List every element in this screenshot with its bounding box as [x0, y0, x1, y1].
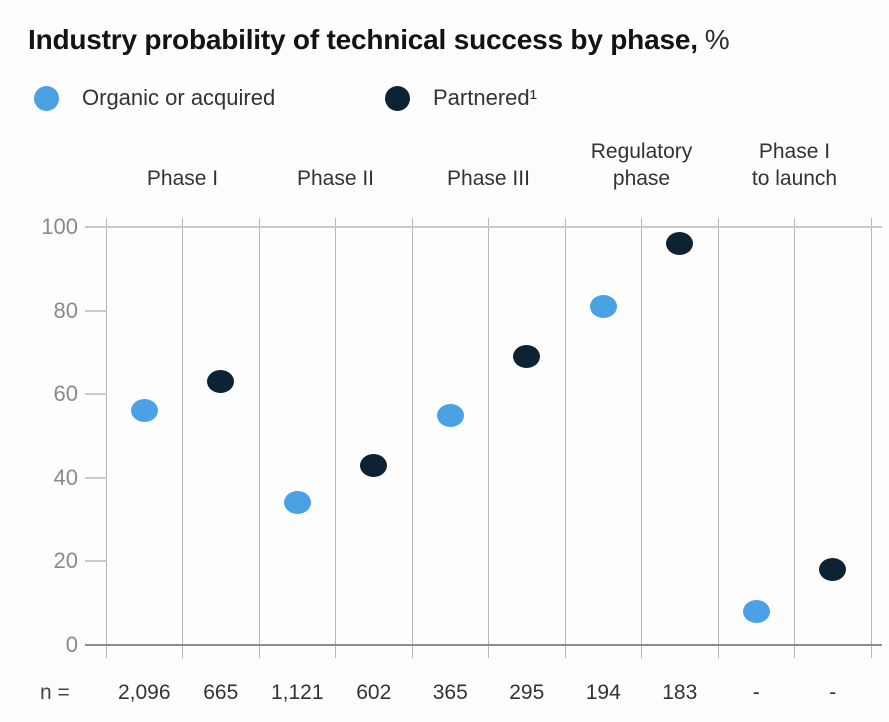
- grid-line-vertical: [488, 218, 489, 658]
- chart-title: Industry probability of technical succes…: [28, 24, 730, 56]
- data-point-organic-1: [130, 399, 158, 423]
- n-value: -: [752, 681, 760, 704]
- grid-line-vertical: [870, 218, 872, 658]
- data-point-organic-5: [742, 600, 770, 624]
- legend-item-partnered: Partnered¹: [385, 85, 537, 111]
- grid-line-vertical: [717, 218, 719, 658]
- y-axis-tick-label: 80: [53, 297, 78, 323]
- data-point-organic-2: [283, 491, 311, 515]
- grid-line-vertical: [182, 218, 183, 658]
- data-point-partnered-1: [207, 370, 235, 394]
- grid-line-vertical: [335, 218, 336, 658]
- data-point-partnered-4: [666, 232, 694, 256]
- n-value: 1,121: [270, 681, 324, 704]
- y-axis-tick: [85, 560, 107, 563]
- phase-header-3: Phase III: [447, 167, 530, 190]
- chart-title-unit: %: [704, 24, 730, 55]
- data-point-organic-4: [589, 294, 617, 318]
- legend-dot-organic-icon: [34, 85, 59, 111]
- y-axis-tick-label: 0: [65, 632, 78, 657]
- legend-label-partnered: Partnered¹: [433, 85, 537, 110]
- n-value: 665: [203, 681, 239, 704]
- n-value: 295: [509, 681, 545, 704]
- y-axis-tick-label: 60: [53, 381, 78, 407]
- gridline-100: [85, 226, 882, 228]
- grid-line-vertical: [794, 218, 795, 658]
- y-axis-tick-label: 20: [53, 548, 78, 574]
- y-axis-tick-label: 100: [41, 214, 78, 239]
- data-point-partnered-5: [819, 558, 847, 582]
- n-value: 602: [356, 681, 392, 704]
- legend-item-organic: Organic or acquired: [34, 85, 275, 111]
- chart-title-main: Industry probability of technical succes…: [28, 24, 698, 55]
- grid-line-vertical: [258, 218, 260, 658]
- phase-header-2: Phase II: [296, 167, 375, 190]
- n-value: -: [829, 681, 837, 704]
- data-point-organic-3: [436, 403, 464, 427]
- y-axis-tick-label: 40: [53, 464, 78, 490]
- phase-header-1: Phase I: [146, 167, 219, 190]
- legend-dot-partnered-icon: [385, 85, 410, 111]
- legend-label-organic: Organic or acquired: [82, 85, 276, 110]
- n-value: 183: [662, 681, 698, 704]
- y-axis-tick: [85, 309, 107, 312]
- data-point-partnered-3: [513, 345, 541, 369]
- grid-line-vertical: [411, 218, 413, 658]
- phase-header-4: Regulatory phase: [590, 140, 693, 190]
- n-value: 194: [585, 681, 621, 704]
- n-value: 365: [432, 681, 468, 704]
- n-equals-label: n =: [40, 681, 70, 704]
- data-point-partnered-2: [360, 453, 388, 477]
- grid-line-vertical: [105, 218, 107, 658]
- grid-line-vertical: [641, 218, 642, 658]
- grid-line-vertical: [564, 218, 566, 658]
- y-axis-tick: [85, 476, 107, 479]
- n-value: 2,096: [117, 681, 171, 704]
- x-axis-line: [85, 644, 882, 646]
- y-axis-tick: [85, 393, 107, 396]
